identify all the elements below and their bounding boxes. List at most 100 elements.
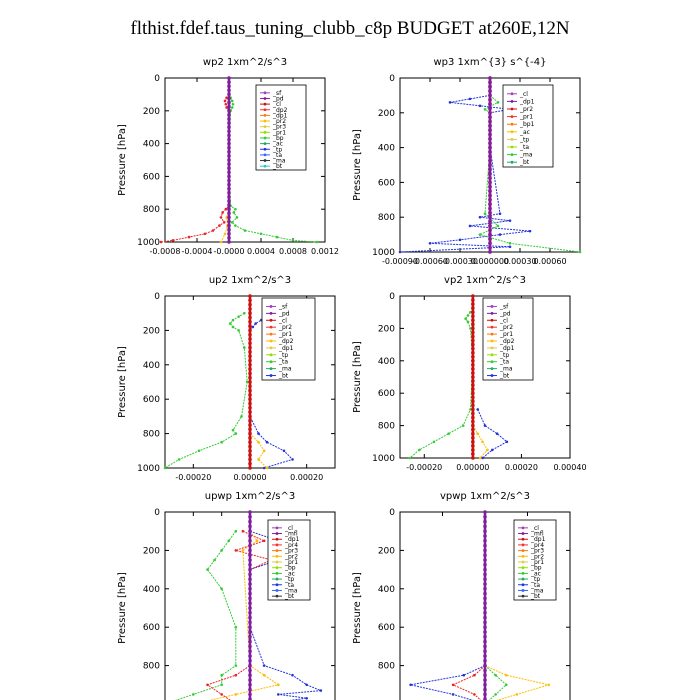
- y-tick-label: 0: [389, 292, 395, 302]
- series-point: [227, 125, 231, 129]
- series-point: [248, 534, 252, 538]
- series-point: [227, 539, 231, 543]
- series-point: [483, 572, 487, 577]
- series-point: [488, 171, 492, 176]
- legend-label: _ac: [284, 570, 295, 577]
- series-point: [248, 332, 252, 337]
- y-tick-label: 200: [143, 546, 160, 556]
- y-tick-label: 200: [378, 324, 395, 334]
- series-point: [248, 601, 252, 605]
- series-point: [483, 529, 487, 533]
- series-point: [248, 668, 252, 673]
- legend-label: _ma: [499, 366, 513, 373]
- series-point: [483, 596, 487, 601]
- x-tick-label: -0.0000: [214, 247, 245, 256]
- x-tick-label: -0.00090: [382, 257, 418, 266]
- legend-label: _pr3: [272, 124, 286, 131]
- legend-marker: [263, 159, 267, 162]
- series-point: [248, 649, 252, 653]
- series-point: [248, 558, 252, 562]
- series-point: [262, 449, 266, 453]
- series-point: [227, 203, 231, 207]
- legend-marker: [521, 543, 525, 547]
- series-point: [231, 428, 235, 432]
- series-point: [471, 415, 475, 420]
- series-point: [248, 393, 252, 397]
- series-point: [227, 162, 231, 166]
- series-point: [488, 93, 492, 98]
- series-point: [488, 232, 492, 237]
- series-point: [471, 440, 475, 444]
- series-point: [483, 577, 487, 581]
- series-point: [224, 207, 228, 211]
- series-point: [227, 166, 231, 170]
- series-point: [223, 232, 227, 236]
- series-point: [483, 424, 487, 427]
- y-tick-label: 0: [389, 508, 395, 518]
- legend-label: _dp1: [284, 536, 300, 543]
- legend-label: _tp: [284, 576, 294, 583]
- series-point: [248, 587, 252, 591]
- y-tick-label: 400: [378, 357, 395, 367]
- series-line: [175, 530, 237, 700]
- series-point: [466, 314, 470, 317]
- series-line: [477, 409, 508, 459]
- series-point: [248, 302, 252, 307]
- series-point: [488, 198, 492, 202]
- series-point: [488, 132, 492, 137]
- series-point: [488, 202, 492, 206]
- series-point: [248, 678, 252, 682]
- legend-marker: [269, 305, 273, 308]
- series-point: [227, 129, 231, 134]
- series-point: [222, 221, 226, 224]
- series-point: [248, 466, 252, 470]
- series-point: [248, 663, 252, 668]
- x-tick-label: 0.00060: [533, 257, 566, 266]
- series-point: [248, 625, 252, 629]
- y-tick-label: 400: [143, 361, 160, 371]
- series-point: [171, 239, 175, 242]
- series-point: [265, 466, 269, 470]
- legend-marker: [275, 571, 279, 575]
- legend-label: _cl: [272, 101, 281, 108]
- series-point: [227, 207, 231, 211]
- series-point: [241, 529, 245, 533]
- series-point: [227, 117, 231, 121]
- legend-marker: [263, 91, 267, 95]
- series-point: [471, 452, 475, 456]
- y-tick-label: 0: [154, 292, 160, 302]
- legend-label: _ta: [272, 152, 282, 159]
- panel-title: wp2 1xm^2/s^3: [203, 57, 287, 68]
- y-tick-label: 1000: [372, 454, 395, 464]
- series-point: [488, 106, 492, 111]
- legend-marker: [275, 577, 279, 581]
- legend-label: _pr1: [499, 331, 513, 338]
- series-point: [248, 606, 252, 610]
- series-point: [578, 250, 582, 254]
- series-point: [478, 104, 482, 108]
- y-tick-label: 0: [154, 508, 160, 518]
- series-point: [187, 235, 191, 239]
- series-point: [248, 311, 252, 316]
- series-point: [471, 427, 475, 432]
- series-point: [255, 539, 259, 543]
- chart-panel: vpwp 1xm^2/s^3 Pressure [hPa] 0 200 400 600 80…: [352, 491, 571, 700]
- legend-label: _pd: [499, 310, 511, 317]
- series-point: [248, 697, 252, 700]
- legend-marker: [490, 360, 494, 364]
- y-tick-label: 800: [143, 662, 160, 672]
- series-point: [248, 644, 252, 649]
- series-point: [483, 524, 487, 529]
- series-point: [488, 219, 492, 224]
- legend-marker: [269, 311, 273, 315]
- series-point: [495, 432, 499, 436]
- series-point: [471, 383, 475, 387]
- series-point: [483, 687, 487, 692]
- series-point: [483, 683, 487, 687]
- series-point: [428, 242, 432, 245]
- series-point: [227, 223, 231, 228]
- legend-label: _pr1: [272, 129, 286, 136]
- y-tick-label: 600: [143, 395, 160, 405]
- series-point: [471, 363, 475, 367]
- series-point: [471, 354, 475, 359]
